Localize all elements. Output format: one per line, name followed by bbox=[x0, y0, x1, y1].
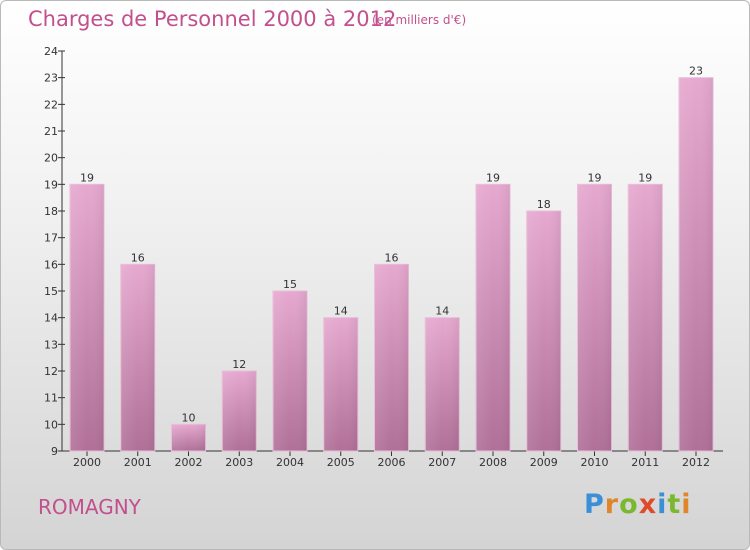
x-tick-label-2010: 2010 bbox=[581, 456, 609, 469]
value-label-2007: 14 bbox=[435, 305, 449, 318]
y-tick-label: 22 bbox=[44, 98, 58, 111]
value-label-2012: 23 bbox=[689, 65, 703, 78]
bar-shine-2005 bbox=[323, 317, 358, 451]
x-tick-label-2007: 2007 bbox=[428, 456, 456, 469]
logo-letter: o bbox=[619, 489, 639, 520]
commune-name: ROMAGNY bbox=[38, 495, 141, 519]
chart-title: Charges de Personnel 2000 à 2012 bbox=[28, 7, 397, 31]
logo-letter: P bbox=[584, 489, 605, 520]
y-tick-label: 24 bbox=[44, 45, 58, 58]
y-tick-label: 17 bbox=[44, 232, 58, 245]
x-tick-label-2005: 2005 bbox=[327, 456, 355, 469]
y-tick-label: 12 bbox=[44, 365, 58, 378]
bar-shine-2002 bbox=[171, 424, 206, 451]
bar-shine-2010 bbox=[577, 184, 612, 452]
chart-subtitle: (en milliers d'€) bbox=[372, 13, 467, 27]
value-label-2011: 19 bbox=[638, 171, 652, 184]
x-tick-label-2004: 2004 bbox=[276, 456, 304, 469]
value-label-2001: 16 bbox=[131, 251, 145, 264]
logo-letter: i bbox=[657, 489, 668, 520]
bar-shine-2000 bbox=[70, 184, 104, 452]
y-tick-label: 19 bbox=[44, 178, 58, 191]
value-label-2008: 19 bbox=[486, 171, 500, 184]
proxiti-logo: Proxiti bbox=[584, 489, 692, 520]
value-label-2009: 18 bbox=[537, 198, 551, 211]
bar-shine-2012 bbox=[679, 77, 713, 452]
y-tick-label: 10 bbox=[44, 418, 58, 431]
logo-letter: r bbox=[604, 489, 620, 520]
bar-shine-2008 bbox=[476, 184, 510, 452]
bar-shine-2009 bbox=[526, 211, 561, 451]
bar-shine-2007 bbox=[425, 317, 460, 451]
bar-shine-2011 bbox=[628, 184, 663, 452]
y-tick-label: 18 bbox=[44, 205, 58, 218]
value-label-2010: 19 bbox=[588, 171, 602, 184]
logo-letter: x bbox=[638, 489, 658, 520]
value-label-2000: 19 bbox=[80, 171, 94, 184]
bars-group: 19 16 10 12 15 14 16 14 19 18 19 19 23 bbox=[69, 65, 714, 452]
value-label-2004: 15 bbox=[283, 278, 297, 291]
x-tick-label-2011: 2011 bbox=[631, 456, 659, 469]
logo-letter: t bbox=[667, 489, 682, 520]
x-tick-label-2003: 2003 bbox=[225, 456, 253, 469]
x-tick-label-2006: 2006 bbox=[378, 456, 406, 469]
y-tick-label: 13 bbox=[44, 338, 58, 351]
value-label-2005: 14 bbox=[334, 305, 348, 318]
x-tick-label-2008: 2008 bbox=[479, 456, 507, 469]
y-tick-label: 14 bbox=[44, 312, 58, 325]
bar-shine-2003 bbox=[222, 371, 257, 451]
bar-shine-2001 bbox=[120, 264, 155, 451]
y-tick-label: 16 bbox=[44, 258, 58, 271]
value-label-2006: 16 bbox=[385, 251, 399, 264]
logo-letter: i bbox=[681, 489, 692, 520]
x-tick-label-2000: 2000 bbox=[73, 456, 101, 469]
value-label-2003: 12 bbox=[232, 358, 246, 371]
y-tick-label: 20 bbox=[44, 152, 58, 165]
x-tick-label-2001: 2001 bbox=[124, 456, 152, 469]
x-tick-label-2012: 2012 bbox=[682, 456, 710, 469]
y-tick-label: 21 bbox=[44, 125, 58, 138]
y-tick-label: 23 bbox=[44, 72, 58, 85]
axes: 9 10 11 12 13 14 15 16 17 18 19 20 21 22 23 24 2000 2001 2… bbox=[44, 45, 723, 469]
y-tick-label: 15 bbox=[44, 285, 58, 298]
value-label-2002: 10 bbox=[182, 411, 196, 424]
x-tick-label-2002: 2002 bbox=[175, 456, 203, 469]
bar-shine-2006 bbox=[374, 264, 409, 451]
x-tick-label-2009: 2009 bbox=[530, 456, 558, 469]
bar-shine-2004 bbox=[273, 291, 307, 451]
y-tick-label: 11 bbox=[44, 392, 58, 405]
y-tick-label: 9 bbox=[51, 445, 58, 458]
